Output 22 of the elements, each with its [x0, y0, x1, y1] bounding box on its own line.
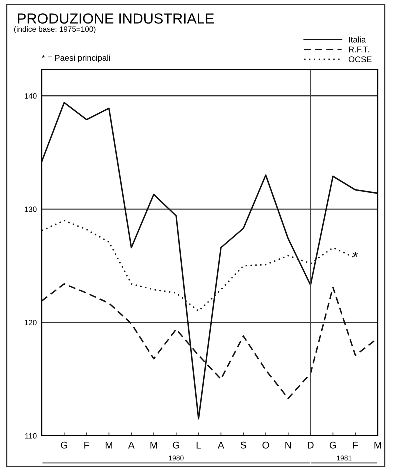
x-tick-label: D — [308, 442, 314, 449]
line-series — [42, 102, 378, 420]
x-tick-label: L — [196, 442, 202, 449]
chart-title: PRODUZIONE INDUSTRIALE — [18, 14, 214, 24]
x-tick-label: G — [61, 442, 68, 449]
x-tick-label: G — [173, 442, 180, 449]
x-tick-label: N — [286, 442, 292, 449]
legend-label: OCSE — [348, 56, 372, 63]
x-tick-label: S — [240, 442, 246, 449]
annotation: * — [353, 252, 358, 258]
text: * = Paesi principali — [42, 54, 110, 63]
x-tick-label: G — [330, 442, 336, 449]
x-tick-label: M — [374, 442, 382, 449]
x-tick-label: A — [128, 442, 135, 449]
x-tick-label: M — [150, 442, 158, 449]
x-tick-label: M — [106, 442, 112, 449]
x-tick-label: F — [84, 442, 90, 449]
x-tick-label: A — [218, 442, 224, 449]
x-tick-label: F — [353, 442, 358, 449]
x-tick-label: O — [262, 442, 270, 449]
legend-label: Italia — [349, 36, 366, 43]
legend-label: R.F.T. — [349, 46, 370, 53]
